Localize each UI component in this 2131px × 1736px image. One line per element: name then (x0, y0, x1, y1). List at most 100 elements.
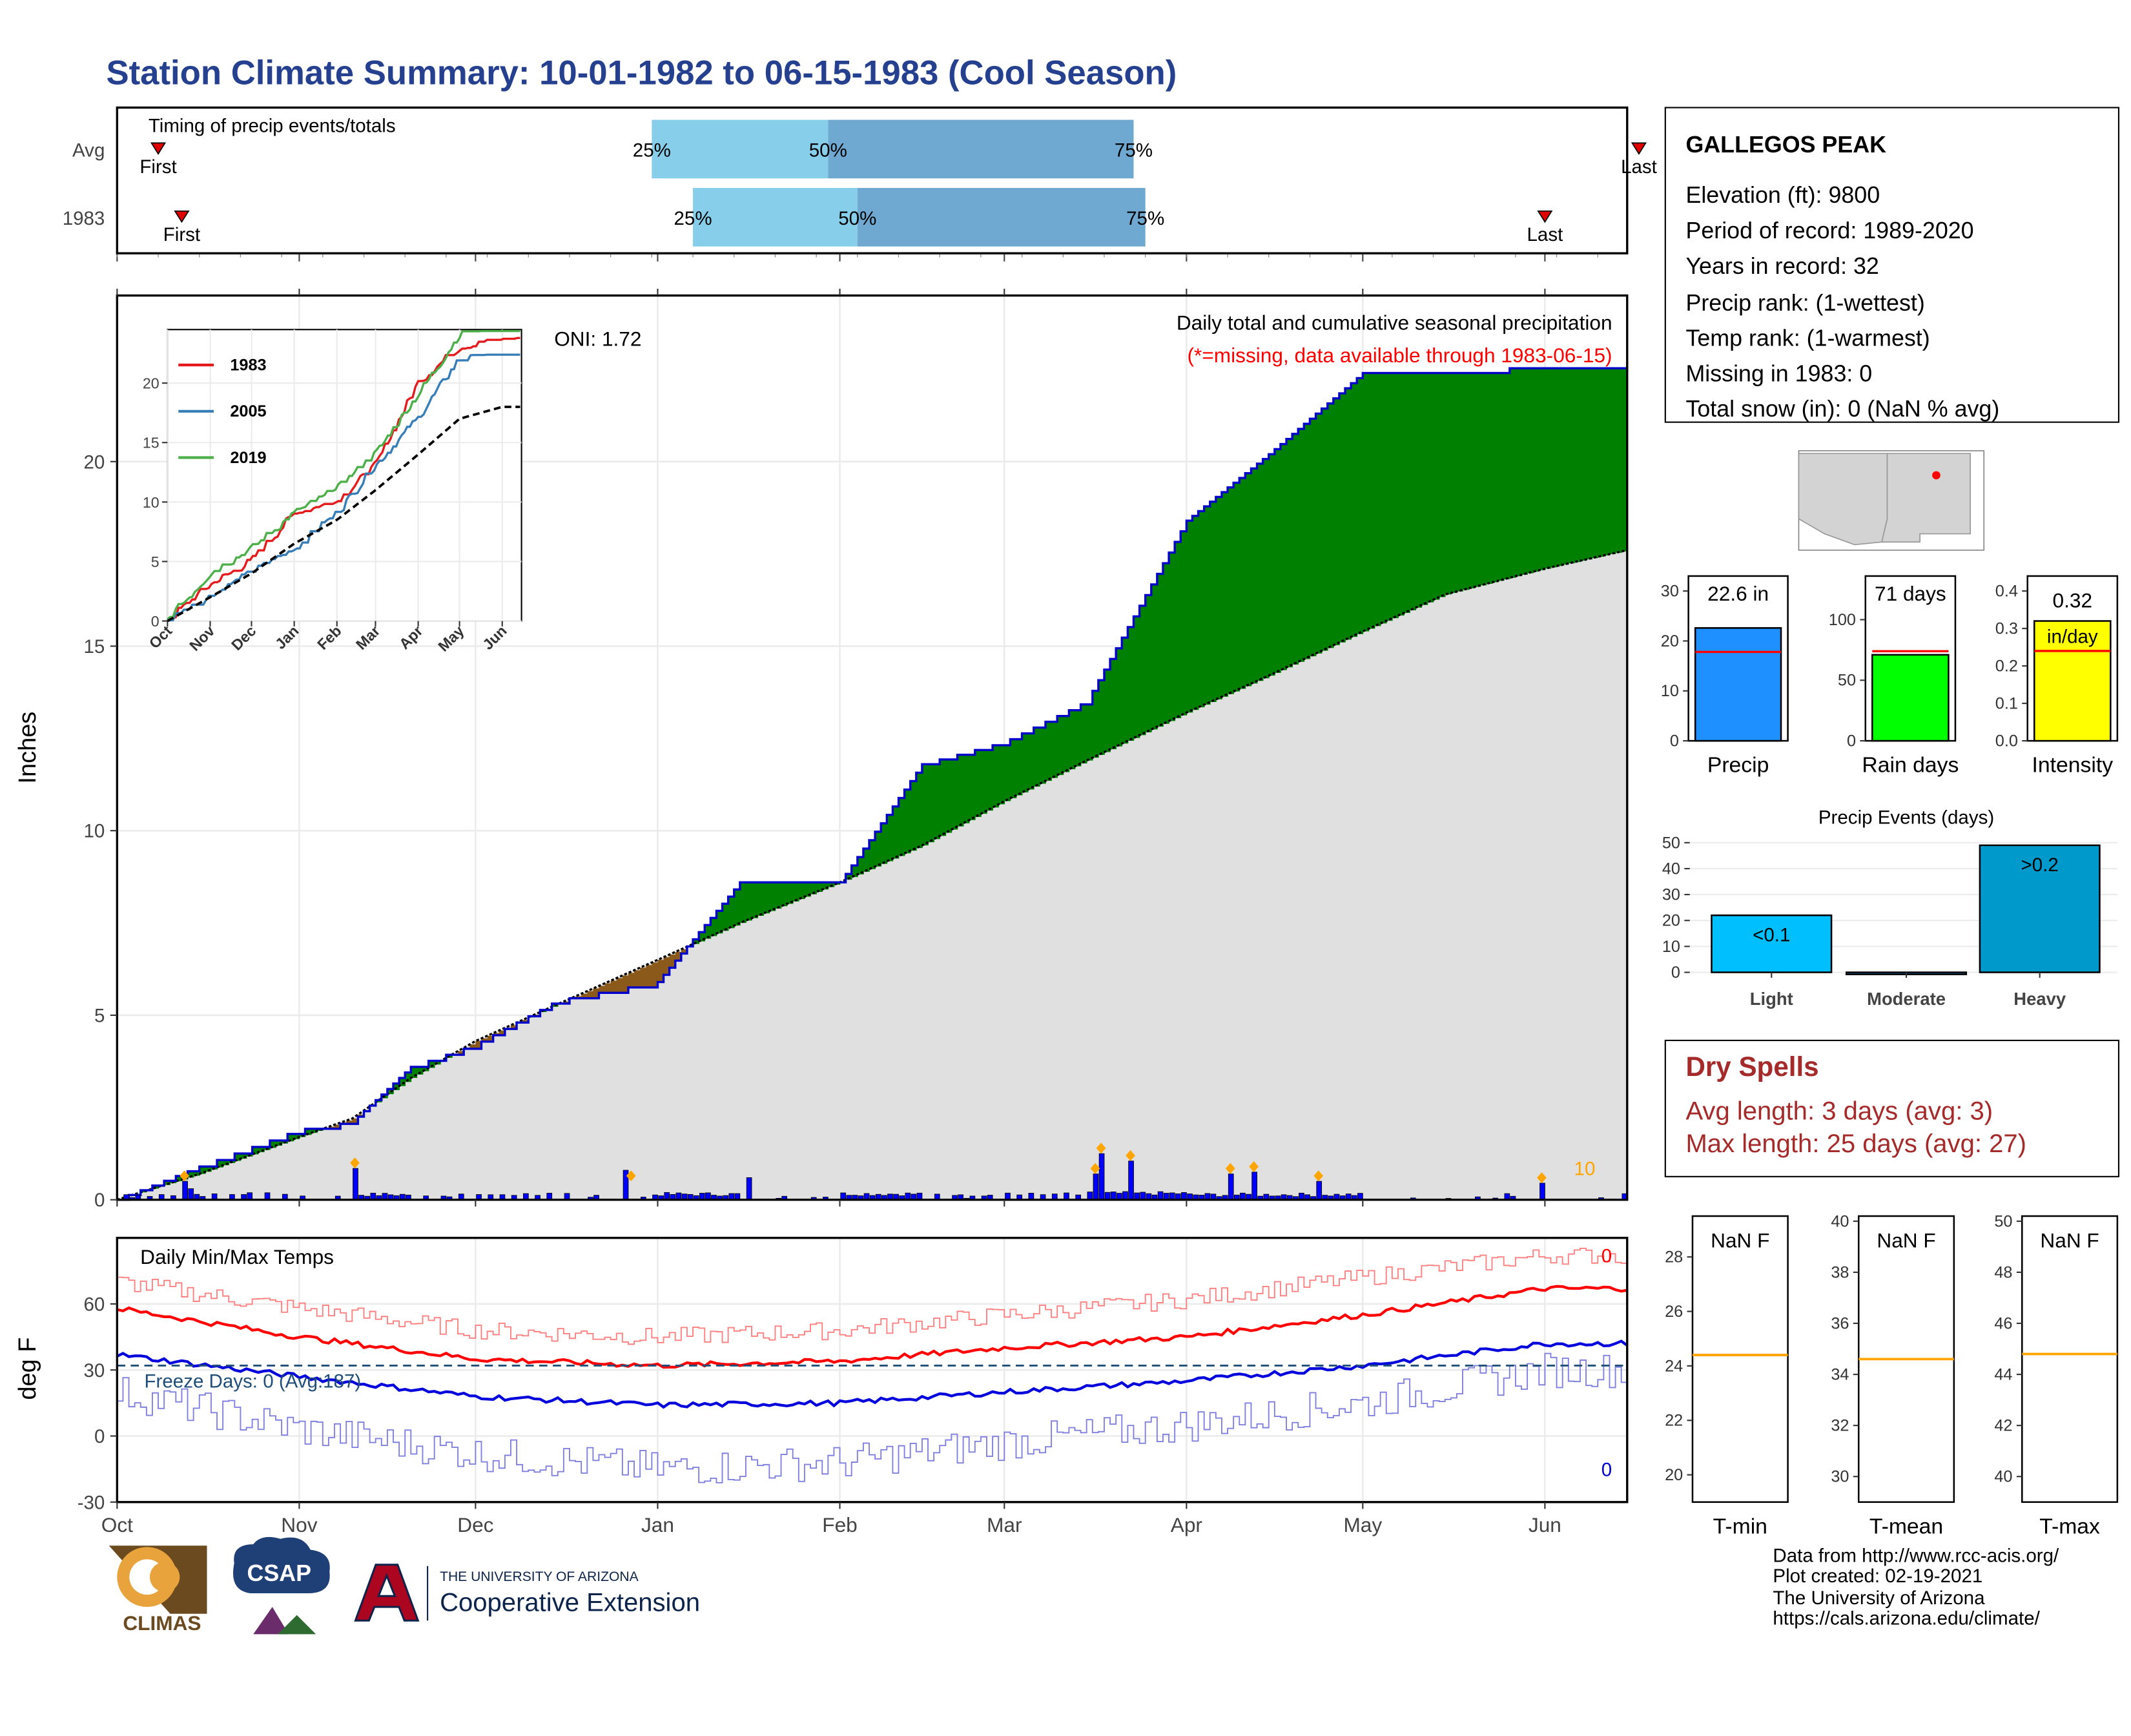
above-average-area (1516, 368, 1522, 576)
record-high-count: 0 (1601, 1246, 1612, 1267)
below-average-area (617, 978, 623, 993)
above-average-area (1451, 373, 1457, 594)
csap-logo-text: CSAP (247, 1560, 311, 1586)
above-average-area (1298, 429, 1304, 662)
above-average-area (1486, 373, 1492, 584)
inset-legend-label: 1983 (230, 356, 266, 375)
page-title: Station Climate Summary: 10-01-1982 to 0… (106, 54, 1177, 92)
temp-y-tick-label: 0 (94, 1426, 105, 1447)
temp-box-tick-label: 32 (1831, 1417, 1849, 1435)
daily-precip-bar (1158, 1192, 1163, 1200)
above-average-area (1057, 716, 1064, 775)
above-average-area (1004, 745, 1011, 801)
above-average-area (922, 764, 929, 845)
y-tick-label: 10 (84, 821, 105, 842)
temp-y-tick-label: -30 (77, 1492, 105, 1513)
above-average-area (1351, 383, 1357, 637)
above-average-area (1275, 449, 1281, 672)
above-average-area (975, 750, 982, 817)
temp-box-tick-label: 34 (1831, 1366, 1849, 1384)
above-average-area (1586, 368, 1592, 559)
above-average-area (1051, 722, 1058, 778)
events-y-tick-label: 50 (1662, 834, 1680, 852)
above-average-area (1439, 373, 1446, 597)
above-average-area (1533, 368, 1539, 572)
above-average-area (1263, 459, 1270, 679)
events-bar-label: <0.1 (1753, 924, 1790, 946)
above-average-area (769, 882, 776, 911)
csap-logo: CSAP (233, 1537, 330, 1634)
climas-logo-text: CLIMAS (123, 1611, 201, 1635)
summary-bar-name: Precip (1707, 753, 1769, 778)
y-tick-label: 20 (84, 451, 105, 473)
inset-y-tick-label: 15 (143, 435, 160, 451)
temp-box-tick-label: 44 (1994, 1366, 2012, 1384)
below-average-area (611, 980, 617, 993)
station-info-line: Years in record: 32 (1685, 253, 1879, 279)
average-cumulative-area (117, 550, 1627, 1200)
percentile-label: 25% (674, 208, 712, 229)
timing-last-label: Last (1621, 156, 1657, 178)
above-average-area (1386, 373, 1393, 621)
climas-logo: CLIMAS (109, 1545, 207, 1635)
above-average-area (1381, 373, 1387, 624)
above-average-area (1239, 478, 1246, 689)
temp-box-tick-label: 26 (1665, 1303, 1683, 1321)
dry-spells-title: Dry Spells (1685, 1051, 1818, 1082)
inset-x-tick-label: Feb (314, 623, 345, 654)
summary-bar-name: Intensity (2032, 753, 2114, 778)
summary-y-tick-label: 0.0 (1995, 732, 2018, 750)
timing-bar-late (858, 188, 1146, 247)
daily-precip-bar (1140, 1192, 1146, 1200)
above-average-area (1463, 373, 1469, 590)
timing-marker (1632, 143, 1645, 154)
above-average-area (781, 882, 788, 906)
oni-label: ONI: 1.72 (554, 327, 641, 351)
daily-precip-bar (1111, 1192, 1116, 1199)
above-average-area (1398, 373, 1405, 616)
percentile-label: 75% (1126, 208, 1164, 229)
temp-box-tick-label: 20 (1665, 1466, 1683, 1484)
y-tick-label: 5 (94, 1005, 105, 1026)
month-label: Oct (101, 1513, 133, 1536)
above-average-area (916, 772, 923, 848)
temp-box-tick-label: 36 (1831, 1314, 1849, 1332)
summary-y-tick-label: 100 (1829, 611, 1856, 629)
above-average-area (1557, 368, 1563, 566)
temp-chart-title: Daily Min/Max Temps (140, 1245, 334, 1268)
temp-box-value: NaN F (2040, 1228, 2099, 1252)
footer-line: The University of Arizona (1773, 1587, 1985, 1609)
month-label: Feb (822, 1513, 857, 1536)
above-average-area (1210, 502, 1217, 702)
temp-box-tick-label: 28 (1665, 1248, 1683, 1266)
above-average-area (1151, 584, 1158, 730)
above-average-area (1199, 511, 1205, 707)
above-average-area (746, 882, 752, 920)
above-average-area (1204, 506, 1211, 705)
daily-precip-bar (1129, 1161, 1134, 1200)
summary-y-tick-label: 30 (1661, 583, 1679, 601)
above-average-area (1222, 492, 1228, 697)
above-average-area (1404, 373, 1410, 613)
month-label: Mar (987, 1513, 1022, 1536)
temp-box-tick-label: 40 (1994, 1468, 2012, 1486)
above-average-area (911, 781, 917, 851)
temp-box-tick-label: 40 (1831, 1212, 1849, 1230)
inset-x-tick-label: Jan (272, 623, 302, 653)
precip-events-chart: Precip Events (days) 01020304050<0.1Ligh… (1662, 807, 2117, 1009)
summary-y-tick-label: 20 (1661, 632, 1679, 650)
month-label: May (1343, 1513, 1382, 1536)
above-average-area (1416, 373, 1422, 608)
temp-box-tick-label: 30 (1831, 1468, 1849, 1486)
inset-x-tick-label: May (435, 622, 467, 654)
temp-box-value: NaN F (1711, 1228, 1769, 1252)
above-average-area (1457, 373, 1463, 592)
precip-chart-subtitle: (*=missing, data available through 1983-… (1188, 344, 1612, 367)
month-label: Dec (457, 1513, 493, 1536)
events-bar-label: >0.2 (2021, 854, 2059, 876)
above-average-area (1281, 444, 1287, 670)
